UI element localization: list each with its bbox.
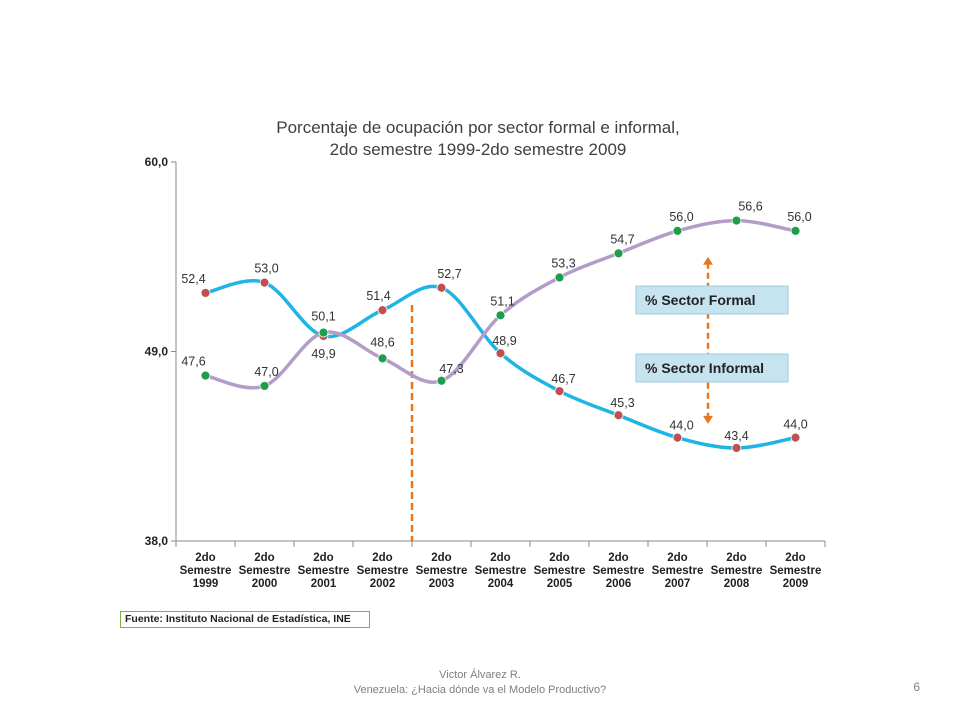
x-tick-label: 2do Semestre 2001: [298, 552, 350, 590]
formal-point: [790, 226, 801, 236]
formal-data-label: 51,1: [490, 294, 514, 308]
formal-data-label: 56,6: [738, 200, 762, 214]
formal-point: [259, 381, 270, 391]
formal-data-label: 48,6: [370, 335, 394, 349]
formal-point: [377, 353, 388, 364]
informal-data-label: 44,0: [669, 419, 693, 433]
informal-data-label: 52,4: [181, 272, 205, 286]
source-note: Fuente: Instituto Nacional de Estadístic…: [120, 611, 370, 628]
informal-point: [613, 410, 624, 421]
chart-title: Porcentaje de ocupación por sector forma…: [276, 118, 679, 137]
informal-point: [495, 348, 506, 359]
x-tick-label: 2do Semestre 1999: [180, 552, 232, 590]
x-tick-label: 2do Semestre 2002: [357, 552, 409, 590]
series-line-formal: [203, 218, 798, 390]
formal-point: [613, 248, 624, 259]
chart-panel: Porcentaje de ocupación por sector forma…: [118, 100, 840, 630]
informal-data-label: 53,0: [254, 262, 278, 276]
informal-point: [200, 288, 211, 298]
informal-point: [259, 277, 270, 288]
informal-data-label: 44,0: [783, 418, 807, 432]
y-tick-label: 60,0: [145, 155, 169, 169]
informal-data-label: 46,7: [551, 372, 575, 386]
informal-data-label: 49,9: [311, 347, 335, 361]
formal-data-label: 47,0: [254, 365, 278, 379]
legend-formal-box: [635, 285, 789, 315]
chart-subtitle: 2do semestre 1999-2do semestre 2009: [330, 140, 627, 159]
y-tick-label: 38,0: [145, 534, 169, 548]
arrow-head-down: [703, 415, 713, 424]
x-tick-label: 2do Semestre 2005: [534, 552, 586, 590]
legend-informal-box: [635, 353, 789, 383]
informal-data-label: 51,4: [366, 289, 390, 303]
informal-point: [790, 432, 801, 443]
arrow-head-up: [703, 256, 713, 265]
formal-data-label: 56,0: [787, 210, 811, 224]
footer-title: Venezuela: ¿Hacia dónde va el Modelo Pro…: [353, 684, 607, 696]
legend-informal-label: % Sector Informal: [645, 360, 764, 376]
formal-point: [672, 226, 683, 236]
x-tick-label: 2do Semestre 2000: [239, 552, 291, 590]
informal-point: [731, 443, 742, 453]
legend-formal-label: % Sector Formal: [645, 292, 755, 308]
informal-point: [377, 305, 388, 316]
series-line-informal: [203, 279, 798, 450]
formal-point: [436, 375, 447, 386]
x-tick-label: 2do Semestre 2003: [416, 552, 468, 590]
x-tick-label: 2do Semestre 2006: [593, 552, 645, 590]
formal-point: [554, 272, 565, 283]
informal-data-label: 43,4: [724, 429, 748, 443]
formal-data-label: 47,3: [439, 362, 463, 376]
informal-point: [672, 432, 683, 443]
informal-point: [554, 386, 565, 397]
slide-footer: Victor Álvarez R. Venezuela: ¿Hacia dónd…: [0, 668, 960, 698]
formal-data-label: 50,1: [311, 310, 335, 324]
formal-point: [200, 370, 211, 381]
informal-point: [436, 282, 447, 293]
x-tick-label: 2do Semestre 2009: [770, 552, 822, 590]
formal-data-label: 56,0: [669, 210, 693, 224]
footer-author: Victor Álvarez R.: [439, 669, 521, 681]
formal-point: [731, 215, 742, 226]
x-tick-label: 2do Semestre 2004: [475, 552, 527, 590]
x-tick-label: 2do Semestre 2007: [652, 552, 704, 590]
page-number: 6: [913, 680, 920, 694]
formal-point: [318, 327, 329, 338]
informal-data-label: 52,7: [437, 267, 461, 281]
line-chart: Porcentaje de ocupación por sector forma…: [145, 118, 826, 590]
formal-data-label: 47,6: [181, 355, 205, 369]
y-tick-label: 49,0: [145, 345, 169, 359]
formal-data-label: 53,3: [551, 256, 575, 270]
formal-data-label: 54,7: [610, 232, 634, 246]
informal-data-label: 45,3: [610, 396, 634, 410]
formal-point: [495, 310, 506, 321]
x-tick-label: 2do Semestre 2008: [711, 552, 763, 590]
informal-data-label: 48,9: [492, 334, 516, 348]
